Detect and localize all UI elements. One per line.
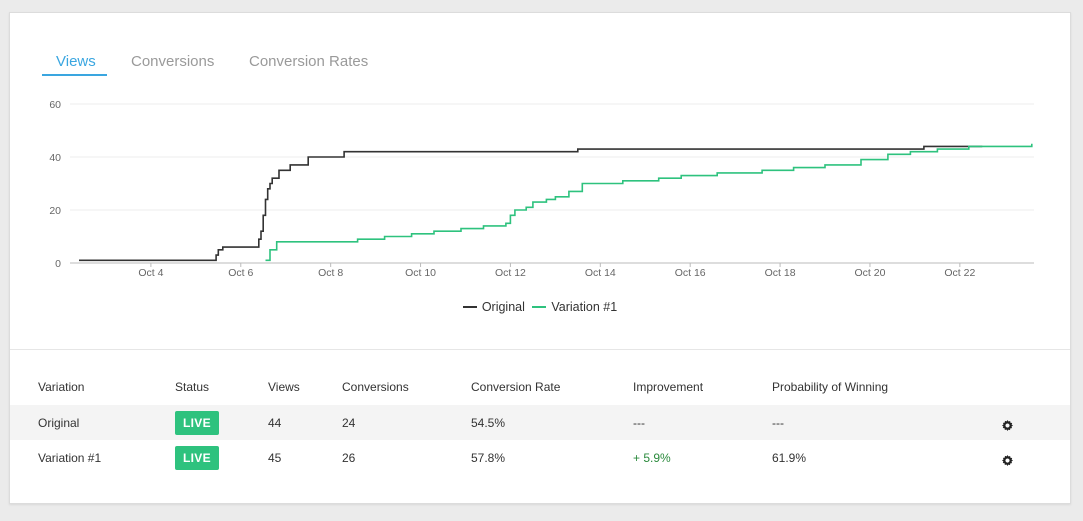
header-conversions: Conversions	[342, 380, 409, 394]
chart-legend: Original Variation #1	[10, 297, 1070, 314]
cell-views: 44	[268, 405, 342, 440]
cell-conversion-rate: 57.8%	[471, 450, 506, 465]
x-tick-label: Oct 14	[585, 267, 616, 279]
views-line-chart: 0 20 40 60 Oct 4 Oct 6 Oct 8 Oct 10 Oct 12 Oct 1…	[49, 99, 1034, 279]
status-badge: LIVE	[175, 410, 219, 435]
x-tick-label: Oct 12	[495, 267, 526, 279]
tab-conversions[interactable]: Conversions	[131, 53, 215, 70]
tab-views[interactable]: Views	[56, 53, 96, 70]
cell-conversion-rate: 54.5%	[471, 405, 633, 440]
legend-label-original: Original	[481, 300, 525, 314]
cell-conversions: 26	[342, 450, 356, 465]
x-tick-label: Oct 10	[405, 267, 436, 279]
header-views: Views	[268, 380, 300, 394]
cell-improvement: ---	[633, 405, 772, 440]
header-improvement: Improvement	[633, 380, 704, 394]
gear-icon[interactable]	[1002, 454, 1013, 466]
experiment-results-card: Views Conversions Conversion Rates 0 20 40…	[9, 12, 1071, 504]
section-divider	[10, 349, 1070, 350]
tab-conversion-rates[interactable]: Conversion Rates	[249, 53, 369, 70]
x-tick-label: Oct 18	[765, 267, 796, 279]
table-header-row: Variation Status Views Conversions Conve…	[10, 369, 1070, 405]
cell-status: LIVE	[175, 440, 268, 475]
variations-table: Variation Status Views Conversions Conve…	[10, 369, 1070, 475]
cell-variation: Variation #1	[38, 450, 102, 465]
y-tick-label: 40	[49, 152, 61, 164]
x-tick-label: Oct 8	[318, 267, 343, 279]
header-variation: Variation	[38, 380, 85, 394]
cell-improvement: + 5.9%	[633, 450, 671, 465]
series-line-original	[79, 145, 983, 262]
header-status: Status	[175, 380, 210, 394]
cell-status: LIVE	[175, 405, 268, 440]
x-tick-label: Oct 16	[675, 267, 706, 279]
x-tick-label: Oct 6	[228, 267, 253, 279]
table-row: Original LIVE 44 24 54.5% --- ---	[10, 405, 1070, 440]
cell-probability: ---	[772, 405, 1002, 440]
x-tick-label: Oct 4	[138, 267, 163, 279]
header-probability: Probability of Winning	[772, 380, 889, 394]
header-actions	[1002, 369, 1070, 405]
active-tab-indicator	[42, 74, 107, 76]
legend-item-variation-1[interactable]: Variation #1	[532, 300, 617, 314]
legend-swatch-variation-1	[532, 306, 547, 308]
x-tick-label: Oct 22	[944, 267, 975, 279]
x-tick-label: Oct 20	[854, 267, 885, 279]
cell-probability: 61.9%	[772, 450, 807, 465]
y-tick-label: 0	[55, 258, 61, 270]
cell-actions	[1002, 405, 1070, 440]
series-line-variation-1	[265, 143, 1033, 262]
gear-icon[interactable]	[1002, 419, 1013, 431]
cell-views: 45	[268, 450, 282, 465]
header-conversion-rate: Conversion Rate	[471, 380, 561, 394]
y-tick-label: 20	[49, 205, 61, 217]
legend-label-variation-1: Variation #1	[551, 300, 618, 314]
cell-variation: Original	[10, 405, 175, 440]
cell-conversions: 24	[342, 405, 471, 440]
table-row: Variation #1 LIVE 45 26 57.8% + 5.9% 61.…	[10, 440, 1070, 475]
legend-item-original[interactable]: Original	[462, 300, 525, 314]
cell-actions	[1002, 440, 1070, 475]
legend-swatch-original	[462, 306, 477, 308]
y-tick-label: 60	[49, 99, 61, 111]
status-badge: LIVE	[175, 445, 219, 470]
